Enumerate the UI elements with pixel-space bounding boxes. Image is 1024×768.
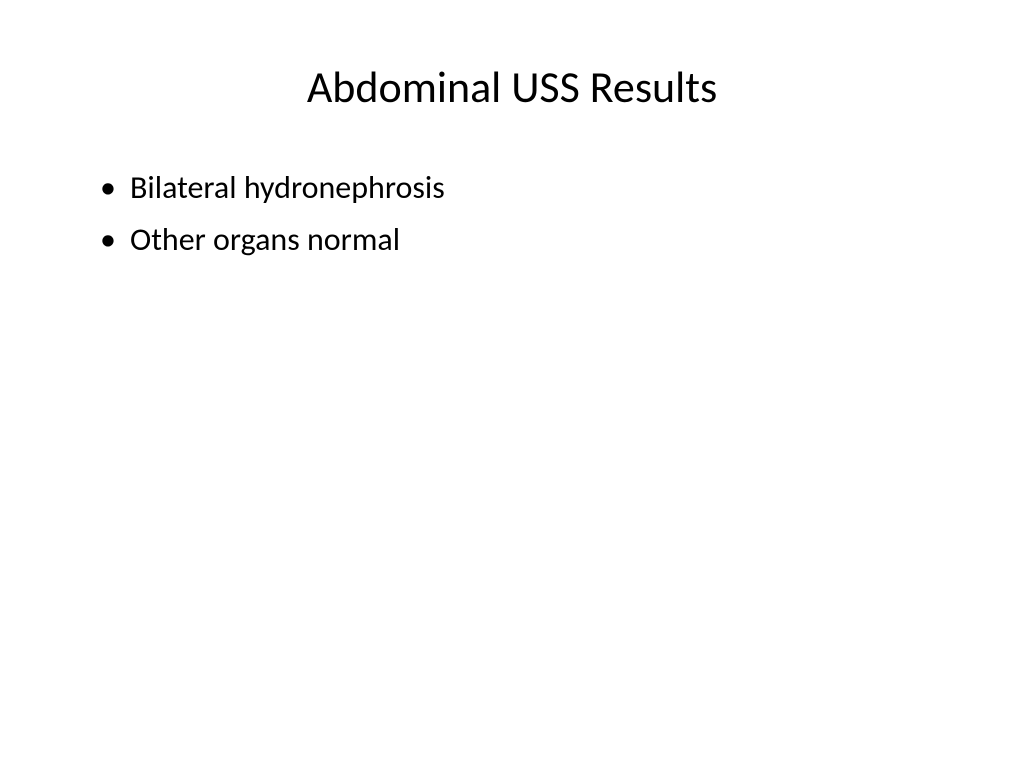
slide-title: Abdominal USS Results <box>80 60 944 114</box>
bullet-item: Bilateral hydronephrosis <box>100 164 944 212</box>
slide-container: Abdominal USS Results Bilateral hydronep… <box>0 0 1024 768</box>
bullet-item: Other organs normal <box>100 216 944 264</box>
slide-content: Bilateral hydronephrosis Other organs no… <box>80 164 944 264</box>
bullet-list: Bilateral hydronephrosis Other organs no… <box>100 164 944 264</box>
